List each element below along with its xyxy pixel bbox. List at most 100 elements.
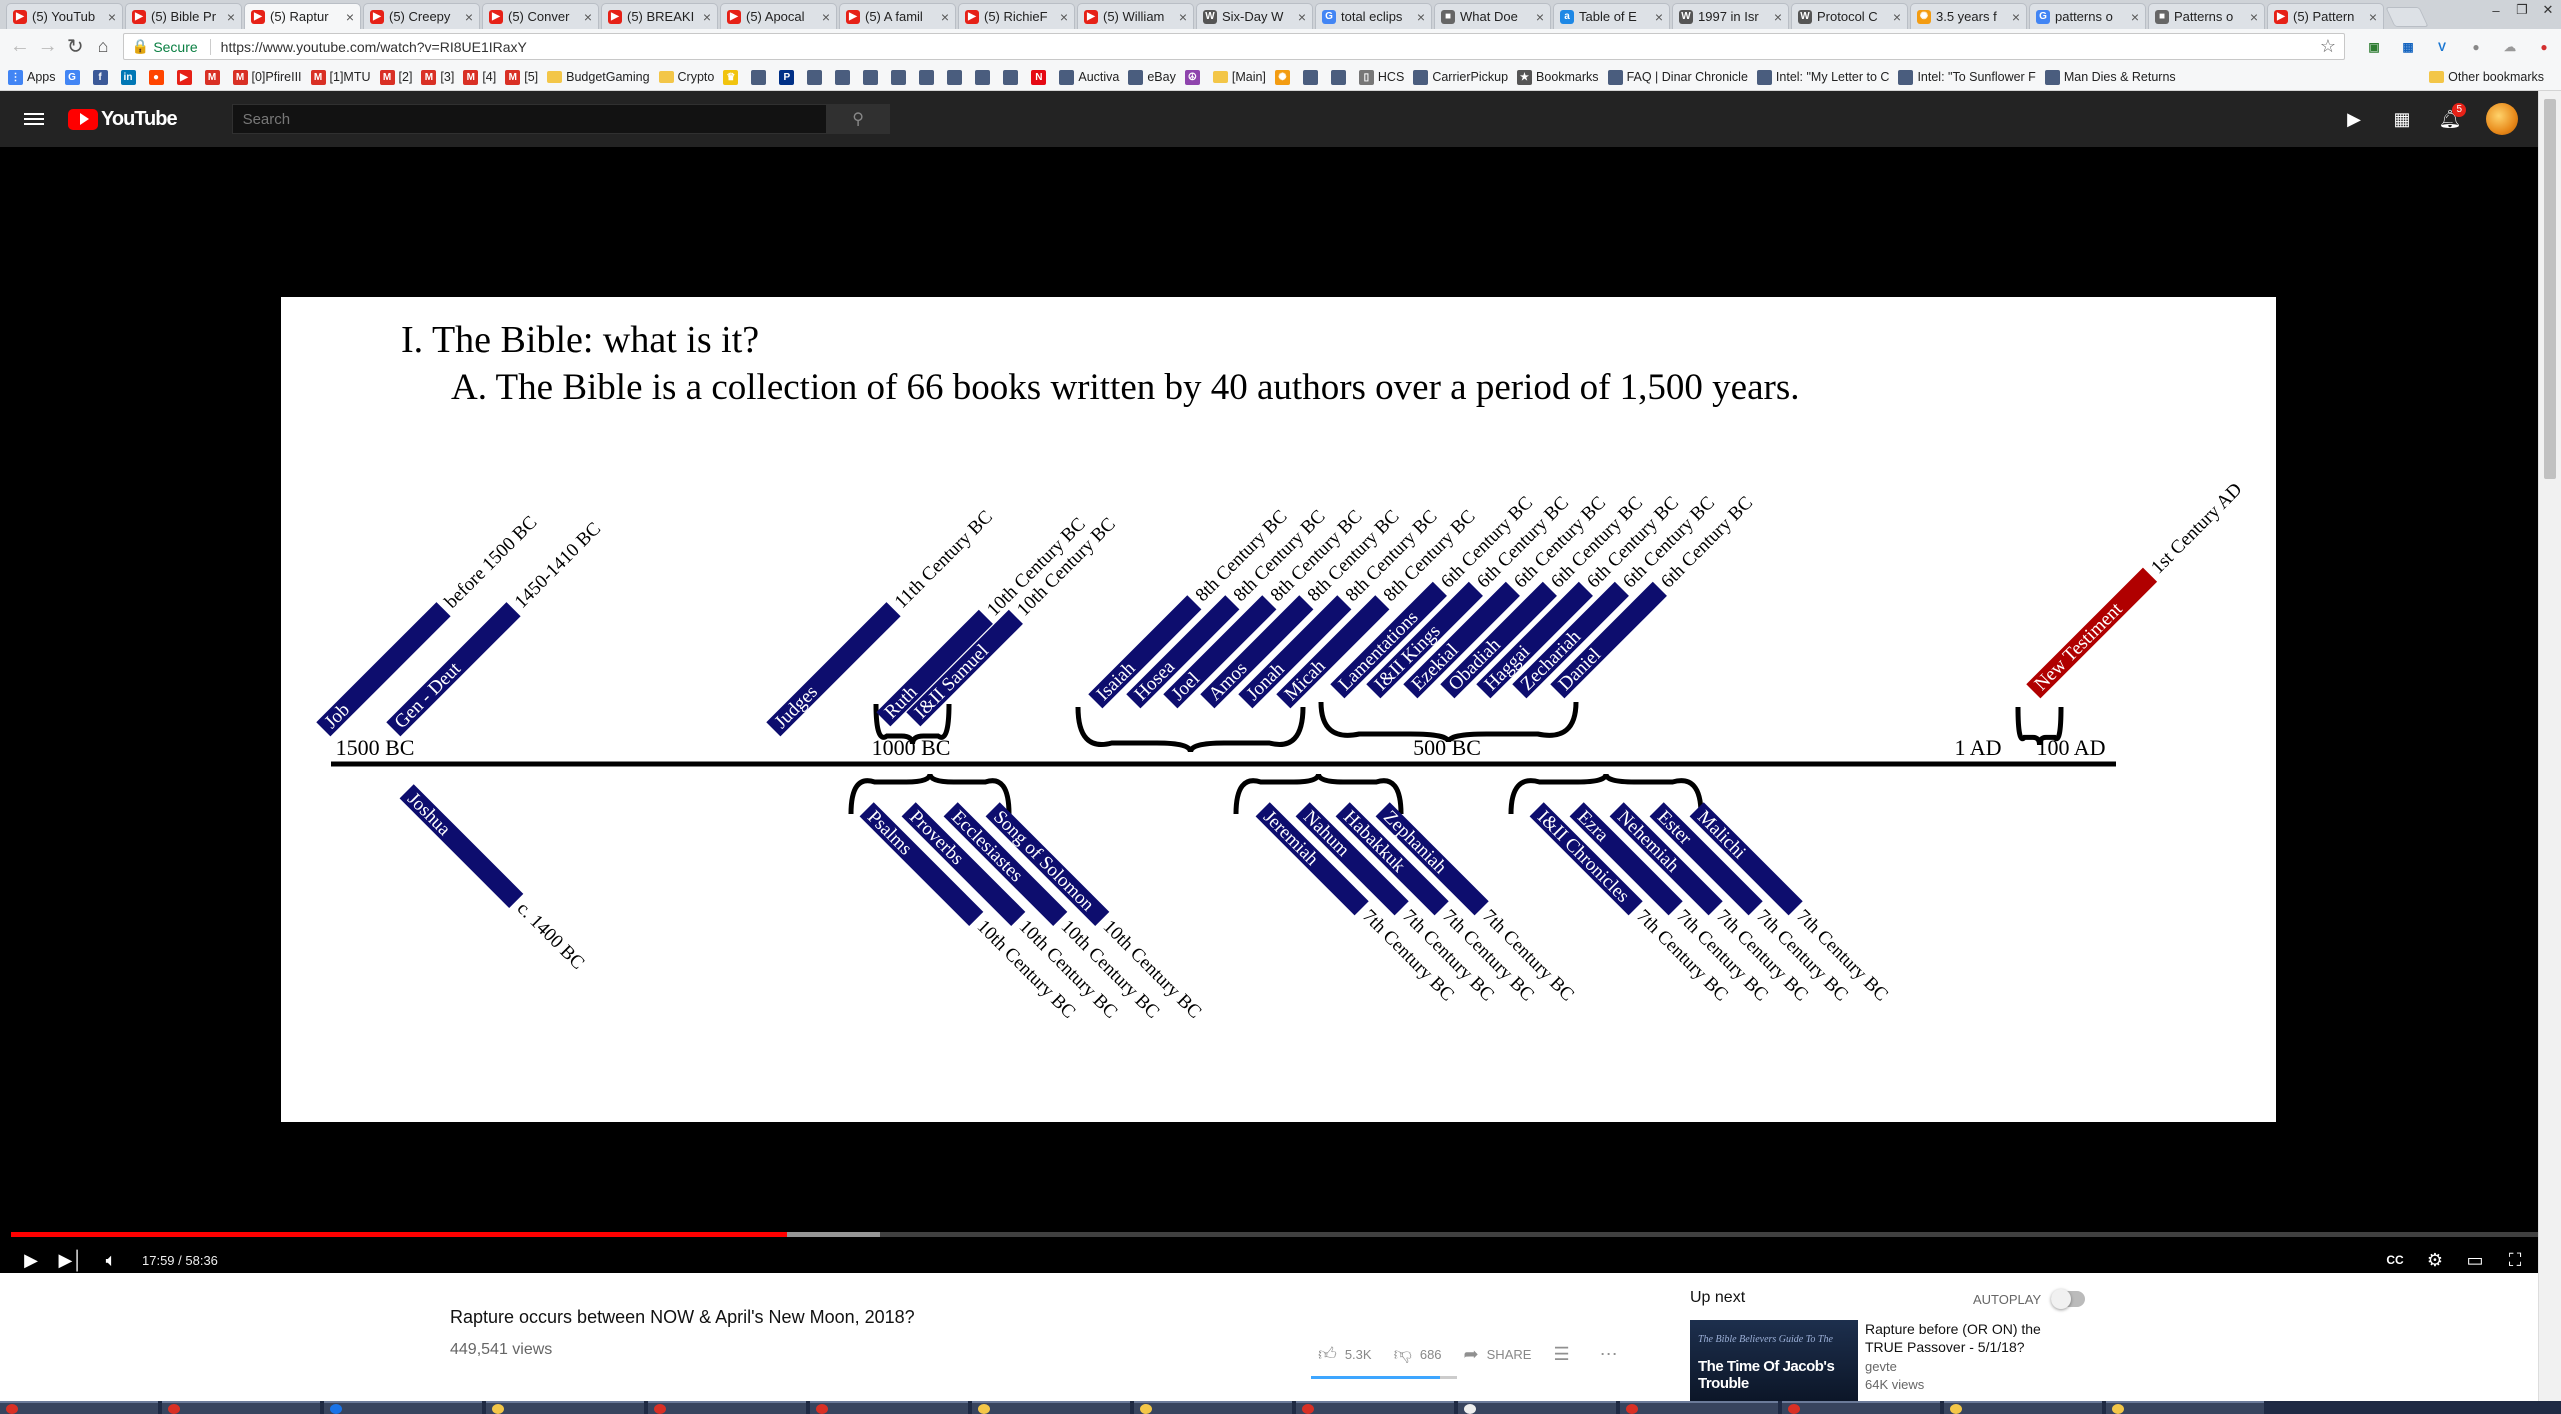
extension-icon[interactable]: ▣ [2368,39,2380,54]
bookmark-item[interactable]: Auctiva [1059,69,1119,85]
volume-icon[interactable]: 🔈︎ [105,1249,117,1270]
bookmark-item[interactable]: [Main] [1212,70,1266,84]
bookmark-item[interactable]: BudgetGaming [547,70,650,84]
browser-tab[interactable]: a Table of E × [1553,3,1670,29]
bookmark-item[interactable] [1302,69,1322,85]
captions-icon[interactable]: CC [2386,1253,2404,1267]
taskbar-app-button[interactable] [324,1401,482,1414]
autoplay-control[interactable]: AUTOPLAY [1973,1289,2086,1309]
browser-tab[interactable]: ▶ (5) BREAKI × [601,3,718,29]
search-input[interactable]: Search [231,104,827,134]
close-tab-icon[interactable]: × [1773,8,1782,25]
bookmark-item[interactable]: FAQ | Dinar Chronicle [1607,69,1748,85]
recommended-thumbnail[interactable]: The Bible Believers Guide To The The Tim… [1690,1320,1858,1401]
taskbar-app-button[interactable] [1944,1401,2102,1414]
extension-icon[interactable]: V [2438,39,2447,54]
bookmark-item[interactable]: M [4] [463,69,496,85]
bookmark-item[interactable]: G [64,69,84,85]
extension-icon[interactable]: ▦ [2402,39,2414,54]
browser-tab[interactable]: ▶ (5) YouTub × [6,3,123,29]
bookmark-item[interactable]: M [204,69,224,85]
bookmark-item[interactable]: ● [148,69,168,85]
taskbar-app-button[interactable] [2106,1401,2264,1414]
close-tab-icon[interactable]: × [2130,8,2139,25]
bookmark-item[interactable] [947,69,966,85]
close-window-icon[interactable]: ✕ [2542,2,2554,17]
browser-tab[interactable]: ✺ 3.5 years f × [1910,3,2027,29]
notifications-bell-icon[interactable]: 🔔︎ 5 [2434,103,2466,135]
new-tab-button[interactable] [2385,7,2429,27]
close-tab-icon[interactable]: × [2249,8,2258,25]
bookmark-item[interactable] [835,69,854,85]
hamburger-menu-icon[interactable] [22,107,46,131]
extension-icon[interactable]: ☁ [2504,39,2517,54]
bookmark-item[interactable] [975,69,994,85]
close-tab-icon[interactable]: × [1178,8,1187,25]
browser-tab[interactable]: ▶ (5) Apocal × [720,3,837,29]
bookmark-item[interactable]: ⋮ Apps [8,69,56,85]
close-tab-icon[interactable]: × [821,8,830,25]
close-tab-icon[interactable]: × [583,8,592,25]
taskbar-app-button[interactable] [162,1401,320,1414]
bookmark-item[interactable]: M [3] [421,69,454,85]
taskbar-app-button[interactable] [0,1401,158,1414]
close-tab-icon[interactable]: × [1535,8,1544,25]
close-tab-icon[interactable]: × [702,8,711,25]
other-bookmarks[interactable]: Other bookmarks [2429,70,2544,84]
search-button[interactable]: ⚲ [826,104,890,134]
url-text[interactable]: https://www.youtube.com/watch?v=RI8UE1IR… [220,38,527,55]
progress-bar[interactable] [11,1232,2538,1237]
browser-tab[interactable]: ▶ (5) Raptur × [244,3,361,29]
close-tab-icon[interactable]: × [2368,8,2377,25]
close-tab-icon[interactable]: × [2011,8,2020,25]
close-tab-icon[interactable]: × [1297,8,1306,25]
bookmark-item[interactable]: N [1031,69,1050,85]
home-icon[interactable]: ⌂ [97,36,109,56]
autoplay-toggle[interactable] [2051,1289,2086,1309]
browser-tab[interactable]: ▶ (5) Bible Pr × [125,3,242,29]
recommended-title[interactable]: Rapture before (OR ON) the TRUE Passover… [1865,1321,2041,1355]
bookmark-item[interactable]: ▯ HCS [1358,69,1404,85]
bookmark-item[interactable] [807,69,826,85]
like-button[interactable]: 👍︎ 5.3K [1318,1343,1372,1365]
bookmark-item[interactable]: ▶ [176,69,196,85]
browser-tab[interactable]: ▶ (5) RichieF × [958,3,1075,29]
close-tab-icon[interactable]: × [1892,8,1901,25]
bookmark-item[interactable]: Crypto [658,70,714,84]
youtube-logo[interactable]: YouTube [68,108,178,131]
close-tab-icon[interactable]: × [1416,8,1425,25]
chrome-menu-icon[interactable]: ● [2540,39,2548,54]
bookmark-item[interactable]: M [1]MTU [310,69,371,85]
taskbar-app-button[interactable] [1782,1401,1940,1414]
bookmark-item[interactable] [891,69,910,85]
settings-gear-icon[interactable]: ⚙ [2426,1249,2444,1270]
page-scrollbar[interactable] [2538,91,2561,1401]
bookmark-item[interactable]: P [779,69,798,85]
avatar[interactable] [2486,103,2518,135]
taskbar-app-button[interactable] [810,1401,968,1414]
browser-tab[interactable]: ▶ (5) Pattern × [2267,3,2384,29]
apps-grid-icon[interactable]: ▦ [2393,108,2411,129]
forward-icon[interactable]: → [37,35,58,57]
close-tab-icon[interactable]: × [1654,8,1663,25]
bookmark-item[interactable] [1330,69,1350,85]
bookmark-item[interactable]: M [2] [379,69,412,85]
bookmark-item[interactable] [1003,69,1022,85]
close-tab-icon[interactable]: × [940,8,949,25]
browser-tab[interactable]: ■ What Doe × [1434,3,1551,29]
fullscreen-icon[interactable]: ⛶ [2508,1249,2522,1270]
taskbar-app-button[interactable] [1620,1401,1778,1414]
browser-tab[interactable]: ▶ (5) William × [1077,3,1194,29]
bookmark-item[interactable]: Man Dies & Returns [2044,69,2176,85]
taskbar-app-button[interactable] [1458,1401,1616,1414]
restore-icon[interactable]: ❐ [2516,2,2528,17]
dislike-button[interactable]: 👎︎ 686 [1394,1343,1442,1365]
browser-tab[interactable]: ▶ (5) Creepy × [363,3,480,29]
omnibox[interactable]: 🔒 Secure https://www.youtube.com/watch?v… [122,33,2346,60]
video-player[interactable]: I. The Bible: what is it? A. The Bible is… [0,147,2538,1273]
browser-tab[interactable]: ■ Patterns o × [2148,3,2265,29]
bookmark-item[interactable] [751,69,770,85]
browser-tab[interactable]: W 1997 in Isr × [1672,3,1789,29]
add-to-playlist-button[interactable]: ☰ [1553,1344,1577,1365]
